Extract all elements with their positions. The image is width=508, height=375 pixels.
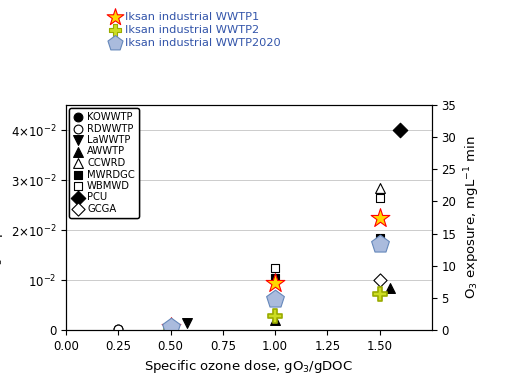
Y-axis label: O$_3$ exposure, mgL$^{-1}$ min: O$_3$ exposure, mgL$^{-1}$ min bbox=[462, 136, 482, 299]
Point bbox=[114, 326, 122, 332]
Point bbox=[167, 324, 175, 330]
Point bbox=[375, 234, 384, 240]
Point bbox=[271, 313, 279, 319]
Point bbox=[375, 277, 384, 283]
Point bbox=[375, 184, 384, 190]
X-axis label: Specific ozone dose, gO$_3$/gDOC: Specific ozone dose, gO$_3$/gDOC bbox=[144, 358, 354, 375]
Point bbox=[375, 241, 384, 247]
Point bbox=[167, 325, 175, 331]
Point bbox=[396, 127, 404, 133]
Point bbox=[375, 195, 384, 201]
Point bbox=[183, 320, 192, 326]
Y-axis label: O$_3$ exposure, M s: O$_3$ exposure, M s bbox=[0, 160, 5, 275]
Legend: KOWWTP, RDWWTP, LaWWTP, AWWTP, CCWRD, MWRDGC, WBMWD, PCU, GCGA: KOWWTP, RDWWTP, LaWWTP, AWWTP, CCWRD, MW… bbox=[69, 108, 139, 218]
Point bbox=[271, 264, 279, 270]
Point bbox=[167, 324, 175, 330]
Point bbox=[271, 317, 279, 323]
Point bbox=[114, 326, 122, 332]
Point bbox=[375, 291, 384, 297]
Point bbox=[271, 279, 279, 285]
Point bbox=[271, 274, 279, 280]
Point bbox=[386, 285, 394, 291]
Point bbox=[375, 214, 384, 220]
Legend: Iksan industrial WWTP1, Iksan industrial WWTP2, Iksan industrial WWTP2020: Iksan industrial WWTP1, Iksan industrial… bbox=[105, 8, 285, 52]
Point bbox=[271, 296, 279, 302]
